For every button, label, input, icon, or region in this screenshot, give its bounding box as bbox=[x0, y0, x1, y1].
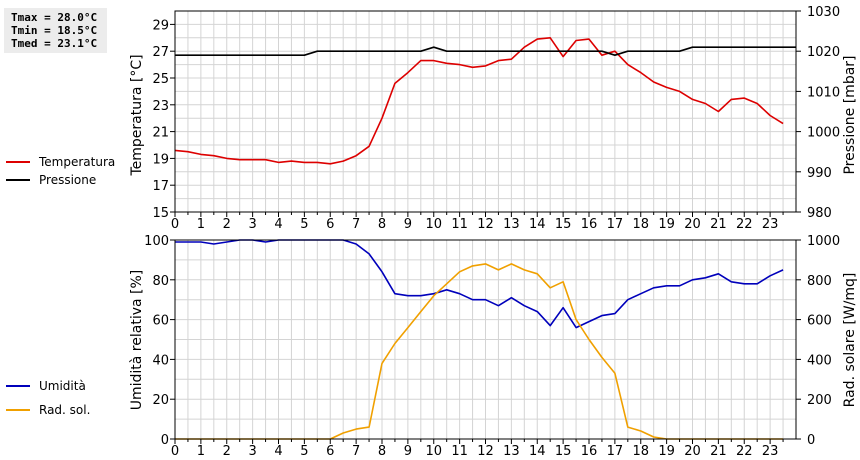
x-tick-label: 22 bbox=[736, 444, 753, 459]
stats-box: Tmax = 28.0°C Tmin = 18.5°C Tmed = 23.1°… bbox=[4, 8, 107, 53]
x-tick-label: 13 bbox=[503, 444, 520, 459]
x-tick-label: 23 bbox=[762, 444, 779, 459]
y-tick-label: 21 bbox=[152, 126, 169, 141]
y-tick-label: 80 bbox=[152, 274, 169, 289]
y2-tick-label: 1010 bbox=[807, 85, 840, 100]
y2-tick-label: 980 bbox=[807, 206, 832, 221]
x-tick-label: 23 bbox=[762, 217, 779, 232]
x-tick-label: 9 bbox=[404, 217, 412, 232]
chart-panel-0: 0 1 2 3 4 5 6 7 8 9 10 11 12 13 14 15 16 17 18 19 20 21 22 2315… bbox=[152, 5, 840, 232]
x-tick-label: 4 bbox=[274, 444, 282, 459]
legend-label: Rad. sol. bbox=[39, 403, 90, 417]
series-line-1-0 bbox=[175, 239, 784, 329]
stats-tmed: Tmed = 23.1°C bbox=[11, 37, 98, 50]
legend-label: Umidità bbox=[39, 379, 86, 393]
x-tick-label: 3 bbox=[248, 217, 256, 232]
y2-tick-label: 600 bbox=[807, 314, 832, 329]
x-tick-label: 5 bbox=[300, 444, 308, 459]
x-tick-label: 12 bbox=[477, 217, 494, 232]
y2-tick-label: 200 bbox=[807, 393, 832, 408]
x-tick-label: 21 bbox=[710, 444, 727, 459]
y-tick-label: 25 bbox=[152, 72, 169, 87]
x-tick-label: 8 bbox=[378, 217, 386, 232]
x-tick-label: 5 bbox=[300, 217, 308, 232]
bottom-right-axis-title: Rad. solare [W/mq] bbox=[842, 273, 858, 408]
y2-tick-label: 400 bbox=[807, 353, 832, 368]
x-tick-label: 0 bbox=[171, 217, 179, 232]
x-tick-label: 1 bbox=[197, 444, 205, 459]
x-tick-label: 3 bbox=[248, 444, 256, 459]
chart-panel-1: 0 1 2 3 4 5 6 7 8 9 10 11 12 13 14 15 16 17 18 19 20 21 22 2302… bbox=[144, 234, 840, 459]
top-right-axis-title: Pressione [mbar] bbox=[842, 55, 858, 174]
x-tick-label: 21 bbox=[710, 217, 727, 232]
top-left-axis-title: Temperatura [°C] bbox=[129, 54, 145, 176]
legend-label: Pressione bbox=[39, 173, 96, 187]
x-tick-label: 17 bbox=[607, 217, 624, 232]
y2-tick-label: 1000 bbox=[807, 126, 840, 141]
y-tick-label: 15 bbox=[152, 206, 169, 221]
x-tick-label: 10 bbox=[425, 217, 442, 232]
x-tick-label: 18 bbox=[632, 217, 649, 232]
y-tick-label: 60 bbox=[152, 314, 169, 329]
y2-tick-label: 0 bbox=[807, 433, 815, 448]
x-tick-label: 6 bbox=[326, 217, 334, 232]
x-tick-label: 19 bbox=[658, 444, 675, 459]
stats-tmax: Tmax = 28.0°C bbox=[11, 11, 98, 24]
x-tick-label: 0 bbox=[171, 444, 179, 459]
x-tick-label: 6 bbox=[326, 444, 334, 459]
y-tick-label: 20 bbox=[152, 393, 169, 408]
x-tick-label: 11 bbox=[451, 444, 468, 459]
y-tick-label: 17 bbox=[152, 179, 169, 194]
series-line-0-1 bbox=[175, 46, 796, 57]
x-tick-label: 19 bbox=[658, 217, 675, 232]
y2-tick-label: 1030 bbox=[807, 5, 840, 20]
x-tick-label: 14 bbox=[529, 444, 546, 459]
x-tick-label: 14 bbox=[529, 217, 546, 232]
bottom-left-axis-title: Umidità relativa [%] bbox=[129, 270, 145, 411]
y-tick-label: 27 bbox=[152, 45, 169, 60]
y2-tick-label: 990 bbox=[807, 166, 832, 181]
x-tick-label: 10 bbox=[425, 444, 442, 459]
x-tick-label: 15 bbox=[555, 444, 572, 459]
series-line-0-0 bbox=[174, 36, 784, 165]
y2-tick-label: 1020 bbox=[807, 45, 840, 60]
y-tick-label: 40 bbox=[152, 353, 169, 368]
x-tick-label: 17 bbox=[607, 444, 624, 459]
x-tick-label: 7 bbox=[352, 217, 360, 232]
x-tick-label: 2 bbox=[223, 217, 231, 232]
y-tick-label: 29 bbox=[152, 18, 169, 33]
x-tick-label: 22 bbox=[736, 217, 753, 232]
y-tick-label: 23 bbox=[152, 99, 169, 114]
x-tick-label: 7 bbox=[352, 444, 360, 459]
x-tick-label: 11 bbox=[451, 217, 468, 232]
x-tick-label: 12 bbox=[477, 444, 494, 459]
x-tick-label: 20 bbox=[684, 217, 701, 232]
x-tick-label: 1 bbox=[197, 217, 205, 232]
x-tick-label: 16 bbox=[581, 444, 598, 459]
y2-tick-label: 1000 bbox=[807, 234, 840, 249]
x-tick-label: 13 bbox=[503, 217, 520, 232]
legend-label: Temperatura bbox=[38, 155, 115, 169]
x-tick-label: 9 bbox=[404, 444, 412, 459]
x-tick-label: 8 bbox=[378, 444, 386, 459]
series-line-1-1 bbox=[175, 263, 784, 440]
stats-tmin: Tmin = 18.5°C bbox=[11, 24, 98, 37]
x-tick-label: 2 bbox=[223, 444, 231, 459]
x-tick-label: 4 bbox=[274, 217, 282, 232]
y-tick-label: 100 bbox=[144, 234, 169, 249]
y2-tick-label: 800 bbox=[807, 274, 832, 289]
y-tick-label: 19 bbox=[152, 152, 169, 167]
x-tick-label: 16 bbox=[581, 217, 598, 232]
y-tick-label: 0 bbox=[161, 433, 169, 448]
x-tick-label: 18 bbox=[632, 444, 649, 459]
x-tick-label: 20 bbox=[684, 444, 701, 459]
x-tick-label: 15 bbox=[555, 217, 572, 232]
